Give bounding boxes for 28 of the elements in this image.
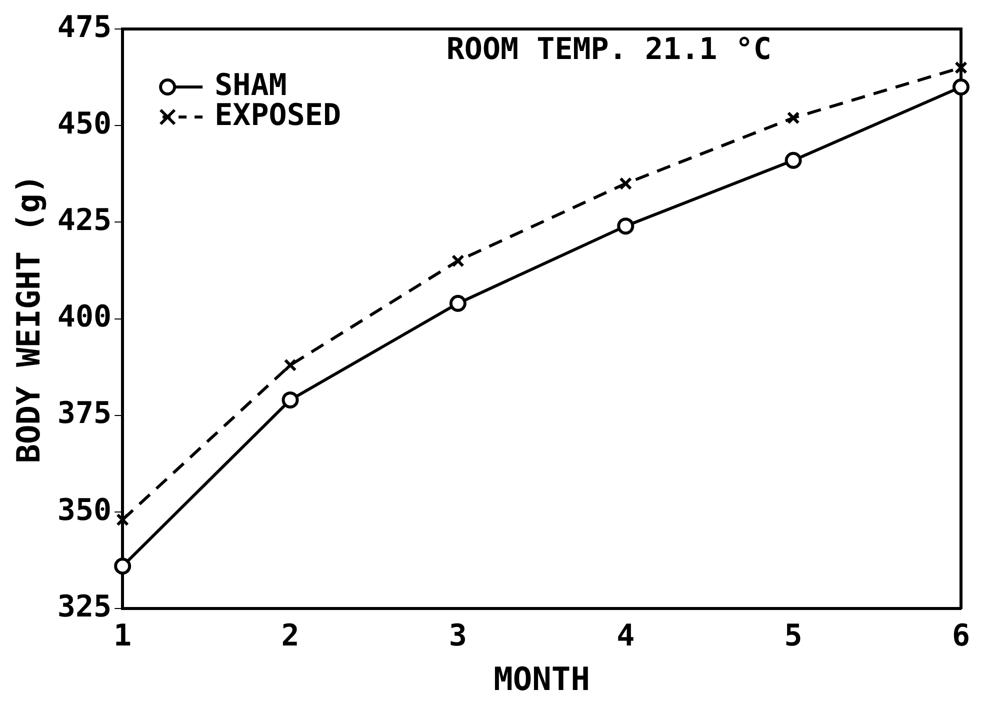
y-tick-label: 325 (57, 589, 112, 624)
x-tick-label: 4 (616, 618, 635, 654)
point (786, 111, 800, 124)
y-tick-label: 475 (57, 10, 112, 45)
y-tick-label: 400 (57, 300, 112, 335)
point (954, 61, 968, 74)
point (784, 152, 802, 169)
x-tick-label: 3 (448, 618, 467, 654)
point (282, 391, 299, 408)
y-tick-label: 425 (57, 202, 112, 238)
x-axis-title: MONTH (494, 660, 590, 698)
x-tick-label: 1 (114, 618, 132, 654)
point (114, 558, 132, 575)
y-tick-label: 375 (57, 396, 112, 432)
annotation: ROOM TEMP. 21.1 °C (446, 32, 772, 67)
point (619, 177, 632, 190)
point (617, 218, 634, 235)
point (952, 78, 970, 96)
point (116, 513, 130, 526)
point (284, 358, 297, 372)
point (449, 294, 466, 312)
x-tick-label: 6 (952, 618, 970, 654)
y-tick-label: 450 (57, 106, 112, 142)
y-tick-label: 350 (57, 492, 112, 528)
point (452, 254, 464, 268)
x-tick-label: 2 (281, 618, 300, 654)
x-tick-label: 5 (784, 618, 802, 654)
y-axis-title: BODY WEIGHT (g) (10, 174, 48, 464)
